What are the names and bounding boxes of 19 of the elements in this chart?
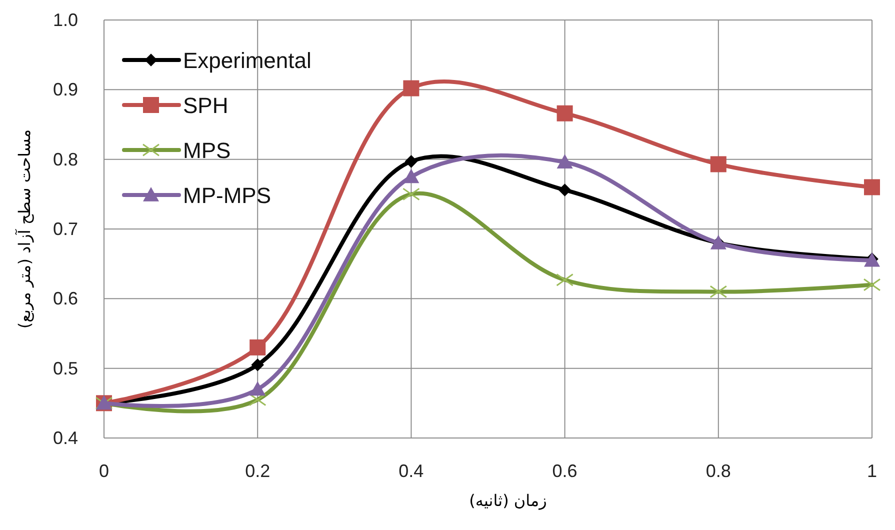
- x-tick-label: 0.2: [245, 461, 270, 481]
- x-tick-label: 0.6: [552, 461, 578, 481]
- x-tick-label: 0: [98, 461, 110, 481]
- x-tick-label: 0.4: [398, 461, 424, 481]
- x-axis-title: زمان (ثانیه): [469, 491, 547, 510]
- y-tick-label: 0.5: [52, 358, 78, 378]
- x-tick-label: 1: [866, 461, 878, 481]
- y-tick-label: 0.8: [52, 149, 78, 170]
- y-tick-label: 1.0: [52, 10, 78, 30]
- legend-label: MPS: [183, 138, 231, 163]
- legend-label: MP-MPS: [183, 183, 271, 208]
- y-tick-label: 0.7: [52, 219, 78, 239]
- legend-label: Experimental: [183, 48, 312, 73]
- y-tick-label: 0.6: [52, 288, 78, 309]
- y-tick-label: 0.4: [52, 428, 78, 448]
- y-axis-title: مساحت سطح آزاد (متر مربع): [14, 129, 34, 329]
- legend-label: SPH: [183, 93, 228, 118]
- y-tick-label: 0.9: [52, 80, 78, 100]
- x-tick-label: 0.8: [706, 461, 731, 481]
